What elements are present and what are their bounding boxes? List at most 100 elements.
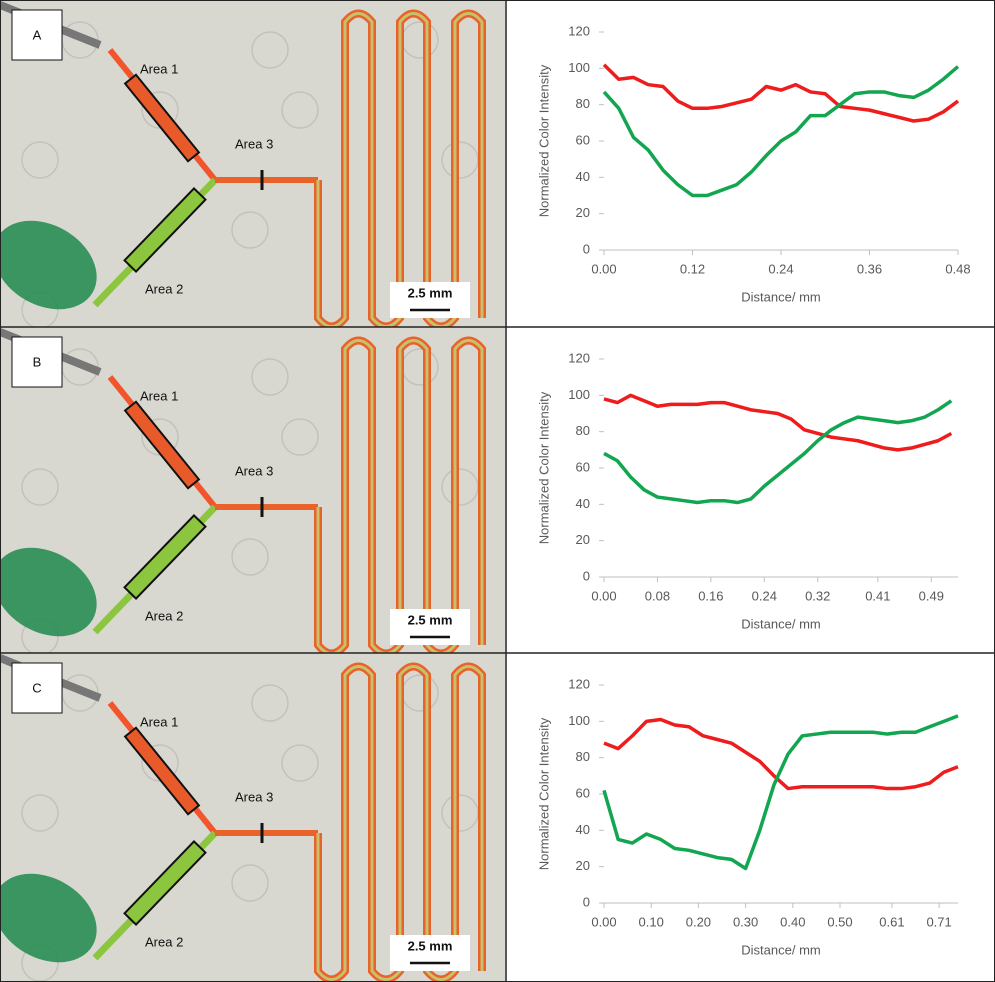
scale-label: 2.5 mm	[408, 938, 453, 953]
x-tick-label: 0.48	[945, 261, 970, 276]
photo-dot	[281, 744, 319, 782]
photo-dot	[231, 864, 269, 902]
photo-panel: C Area 1 Area 3 Area 2 2.5 mm	[0, 653, 505, 982]
x-tick-label: 0.24	[768, 261, 793, 276]
scale-label: 2.5 mm	[408, 285, 453, 300]
x-tick-label: 0.50	[827, 914, 852, 929]
photo-panel: B Area 1 Area 3 Area 2 2.5 mm	[0, 327, 505, 658]
y-tick-label: 120	[568, 676, 590, 691]
area1-box	[123, 726, 201, 816]
area1-box	[123, 73, 201, 163]
x-tick-label: 0.08	[645, 588, 670, 603]
y-tick-label: 120	[568, 350, 590, 365]
y-axis-title: Normalized Color Intensity	[536, 717, 551, 870]
x-axis-title: Distance/ mm	[741, 616, 820, 631]
photo-dot	[251, 358, 289, 396]
area1-box	[123, 400, 201, 490]
y-axis-title: Normalized Color Intensity	[536, 391, 551, 544]
photo-dot	[251, 684, 289, 722]
area2-box	[123, 840, 207, 926]
area-label: Area 2	[145, 934, 183, 949]
y-tick-label: 0	[583, 568, 590, 583]
x-tick-label: 0.71	[926, 914, 951, 929]
y-tick-label: 20	[576, 205, 590, 220]
y-tick-label: 20	[576, 858, 590, 873]
photo-panel: A Area 1 Area 3 Area 2 2.5 mm	[0, 0, 505, 331]
area-label: Area 3	[235, 463, 273, 478]
photo-dot	[281, 418, 319, 456]
x-tick-label: 0.12	[680, 261, 705, 276]
photo-dot	[281, 91, 319, 129]
y-axis-title: Normalized Color Intensity	[536, 64, 551, 217]
y-tick-label: 100	[568, 713, 590, 728]
data-line	[603, 393, 953, 452]
area2-box	[123, 187, 207, 273]
photo-dot	[21, 468, 59, 506]
x-tick-label: 0.41	[865, 588, 890, 603]
green-drop	[0, 220, 97, 310]
x-tick-label: 0.40	[780, 914, 805, 929]
area-label: Area 1	[140, 388, 178, 403]
panel-letter: C	[32, 680, 41, 695]
x-tick-label: 0.61	[879, 914, 904, 929]
scale-label: 2.5 mm	[408, 612, 453, 627]
panel-letter: A	[33, 27, 42, 42]
x-tick-label: 0.00	[591, 914, 616, 929]
y-tick-label: 40	[576, 496, 590, 511]
data-line	[603, 717, 959, 791]
scale-box	[390, 935, 470, 971]
x-tick-label: 0.49	[919, 588, 944, 603]
y-tick-label: 60	[576, 785, 590, 800]
scale-box	[390, 282, 470, 318]
area-label: Area 3	[235, 789, 273, 804]
data-line	[602, 63, 960, 123]
scale-box	[390, 609, 470, 645]
x-tick-label: 0.00	[591, 261, 616, 276]
letter-box	[11, 336, 63, 388]
x-tick-label: 0.20	[686, 914, 711, 929]
photo-dot	[231, 211, 269, 249]
y-tick-label: 80	[576, 423, 590, 438]
data-line	[602, 714, 959, 871]
green-drop	[0, 547, 97, 637]
y-tick-label: 80	[576, 96, 590, 111]
y-tick-label: 40	[576, 822, 590, 837]
area2-box	[123, 514, 207, 600]
x-tick-label: 0.36	[857, 261, 882, 276]
area-label: Area 1	[140, 61, 178, 76]
area-label: Area 2	[145, 608, 183, 623]
y-tick-label: 60	[576, 459, 590, 474]
y-tick-label: 100	[568, 60, 590, 75]
green-drop	[0, 873, 97, 963]
y-tick-label: 40	[576, 169, 590, 184]
x-tick-label: 0.32	[805, 588, 830, 603]
x-tick-label: 0.00	[591, 588, 616, 603]
photo-dot	[21, 794, 59, 832]
data-line	[602, 65, 960, 198]
letter-box	[11, 662, 63, 714]
area-label: Area 1	[140, 714, 178, 729]
photo-dot	[231, 538, 269, 576]
x-tick-label: 0.30	[733, 914, 758, 929]
y-tick-label: 20	[576, 532, 590, 547]
y-tick-label: 0	[583, 894, 590, 909]
y-tick-label: 0	[583, 241, 590, 256]
y-tick-label: 60	[576, 132, 590, 147]
y-tick-label: 120	[568, 23, 590, 38]
y-tick-label: 80	[576, 749, 590, 764]
data-line	[603, 399, 953, 505]
photo-dot	[251, 31, 289, 69]
x-tick-label: 0.10	[639, 914, 664, 929]
x-axis-title: Distance/ mm	[741, 942, 820, 957]
serpentine-core	[316, 665, 484, 981]
y-tick-label: 100	[568, 387, 590, 402]
area-label: Area 3	[235, 136, 273, 151]
letter-box	[11, 9, 63, 61]
panel-letter: B	[33, 354, 42, 369]
x-tick-label: 0.16	[698, 588, 723, 603]
area-label: Area 2	[145, 281, 183, 296]
x-tick-label: 0.24	[752, 588, 777, 603]
serpentine-core	[316, 339, 484, 655]
x-axis-title: Distance/ mm	[741, 289, 820, 304]
